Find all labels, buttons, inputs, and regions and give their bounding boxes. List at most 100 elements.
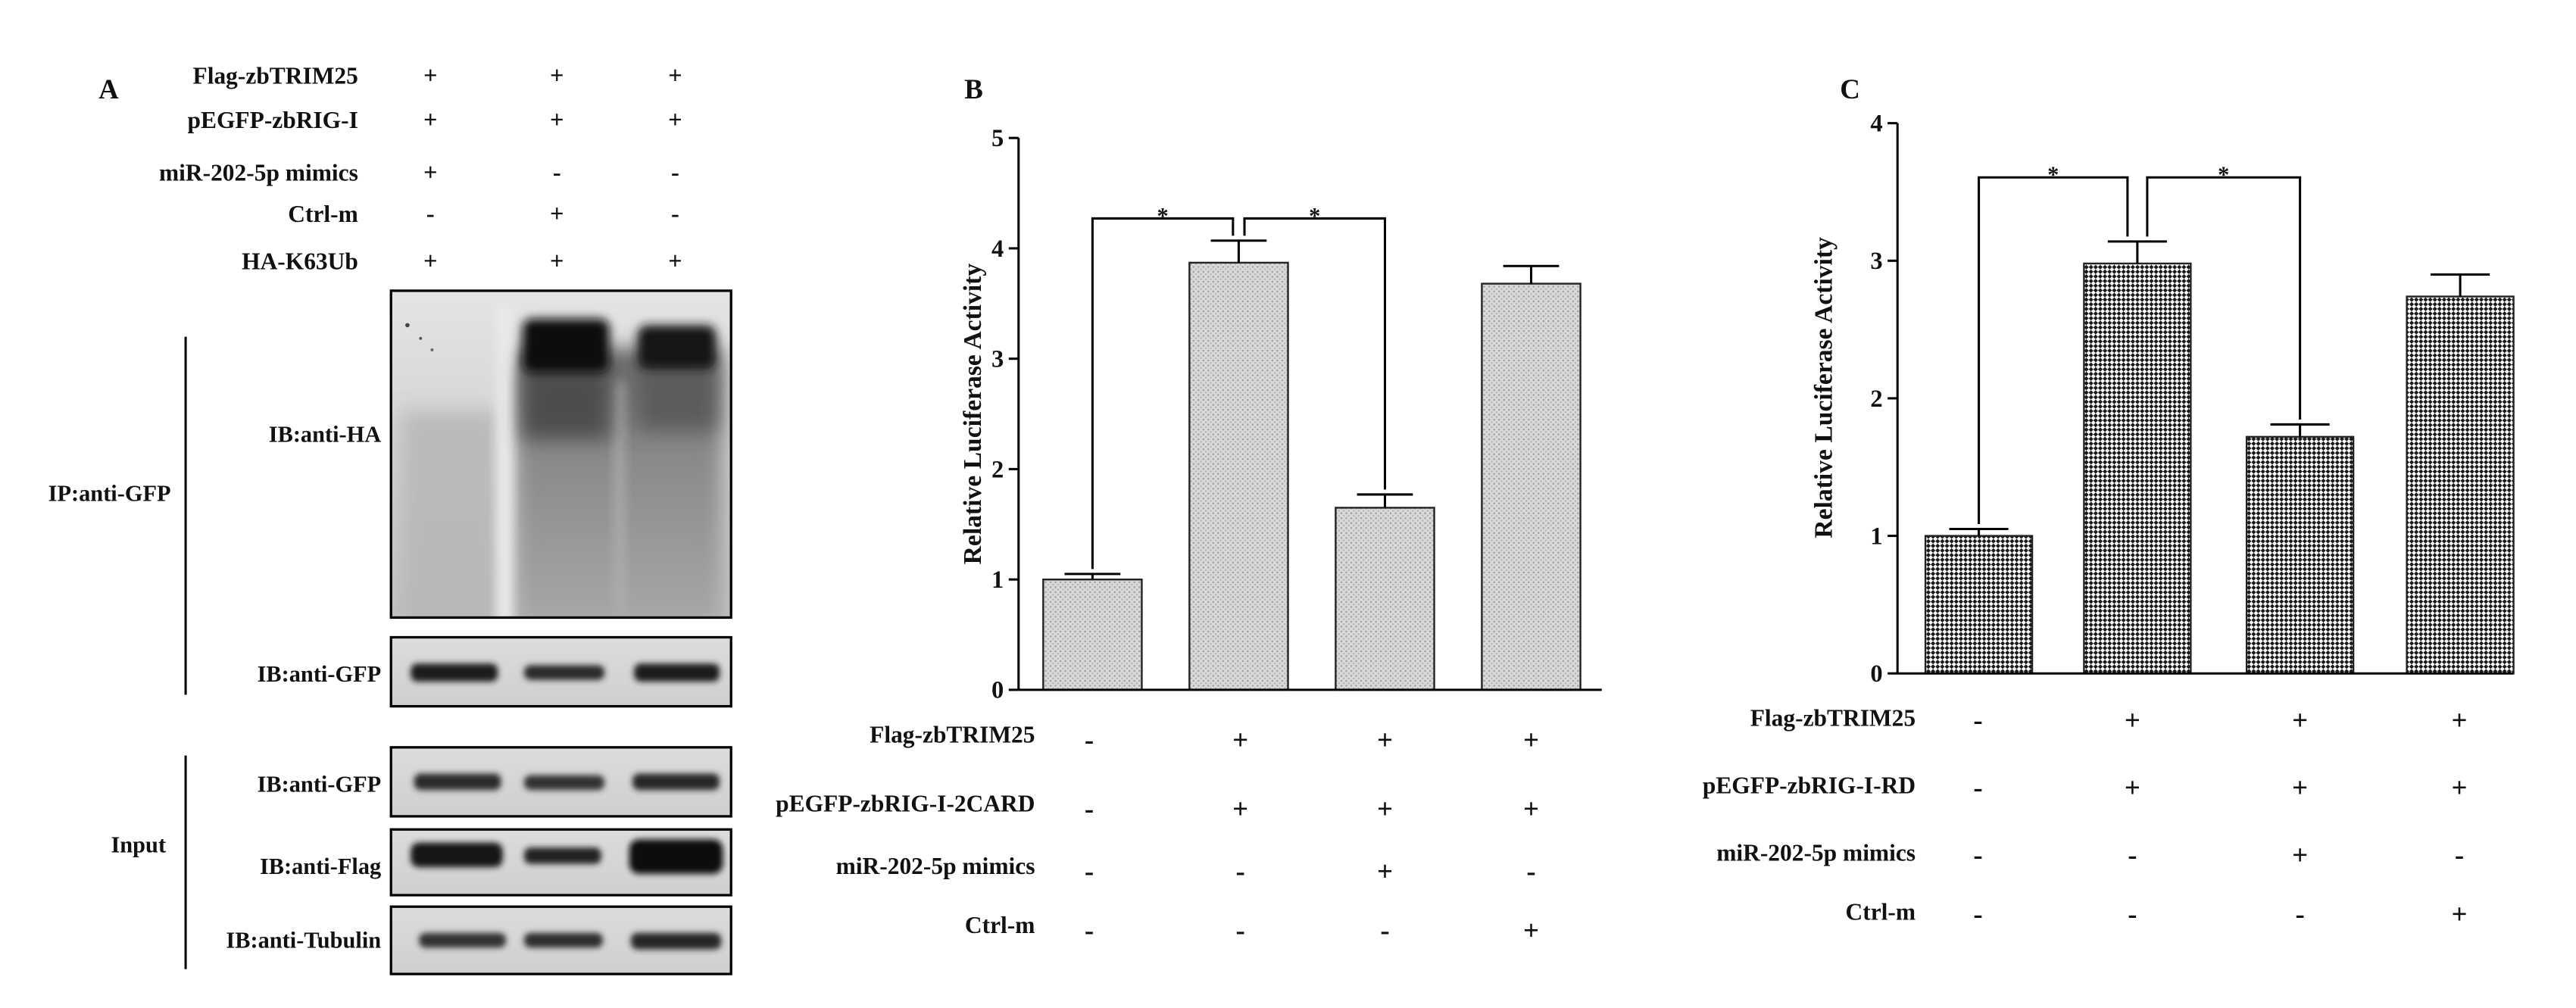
blot-lane-gap [613,381,626,611]
condition-sign-plus: + [2125,704,2140,735]
panel-c: C 0 1 2 3 4 Relative Luciferase Activity * * Fl… [1703,73,2515,929]
condition-sign-plus: + [2451,704,2467,735]
bar-chart: 0 1 2 3 4 Relative Luciferase Activity * * [1809,111,2515,688]
condition-sign-minus: - [426,201,435,228]
input-group-label: Input [111,832,166,858]
blot-band [632,773,720,791]
bar [2245,435,2355,675]
condition-sign-minus: - [2455,839,2464,870]
condition-sign-minus: - [1085,724,1094,755]
condition-sign-plus: + [2451,898,2467,929]
condition-sign-plus: + [2292,704,2308,735]
blot-band [522,318,610,373]
condition-sign-plus: + [423,160,438,187]
condition-label: Flag-zbTRIM25 [193,63,358,89]
condition-sign-plus: + [2125,772,2140,803]
condition-sign-plus: + [1523,793,1539,824]
condition-sign-minus: - [1235,915,1244,946]
blot-label: IB:anti-Flag [260,854,381,879]
blot-ip-anti-gfp [389,635,732,708]
condition-sign-minus: - [1085,855,1094,886]
condition-sign-plus: + [1377,724,1393,755]
condition-sign-minus: - [671,201,679,228]
significance-bracket [1243,217,1386,490]
condition-sign-minus: - [1973,898,1982,929]
condition-label: Ctrl-m [1846,899,1916,925]
condition-sign-minus: - [1085,915,1094,946]
bar-chart: 0 1 2 3 4 5 Relative Luciferase Activity * * [959,125,1602,704]
ip-group-label: IP:anti-GFP [48,480,171,506]
condition-sign-minus: - [1973,704,1982,735]
significance-star: * [1309,203,1320,229]
condition-sign-plus: + [1377,793,1393,824]
blot-smear [637,364,717,431]
condition-sign-minus: - [2295,898,2304,929]
significance-star: * [1157,203,1169,229]
y-tick-label: 0 [991,677,1004,704]
blot-input-anti-gfp [389,746,732,818]
y-tick-label: 5 [991,125,1004,152]
panel-label: B [964,73,983,105]
condition-sign-minus: - [1973,839,1982,870]
condition-sign-plus: + [550,107,564,134]
blot-band [419,932,507,948]
condition-label: miR-202-5p mimics [836,853,1035,879]
condition-label: Ctrl-m [288,201,358,227]
condition-sign-plus: + [1523,915,1539,946]
blot-frame [389,905,732,975]
significance-bracket [1978,176,2129,524]
y-tick-label: 3 [991,346,1004,373]
y-tick-label: 4 [1870,111,1882,138]
condition-sign-minus: - [1085,793,1094,824]
y-axis-label: Relative Luciferase Activity [1809,237,1838,538]
condition-table: Flag-zbTRIM25 - + + + pEGFP-zbRIG-I-RD - + + + miR… [1703,704,2468,929]
condition-table: Flag-zbTRIM25 + + + pEGFP-zbRIG-I + + + miR-202-… [159,63,682,276]
condition-sign-plus: + [423,248,438,276]
blot-band [414,773,501,791]
blot-speck [430,348,434,351]
blot-frame [389,289,732,619]
condition-sign-plus: + [1377,855,1393,886]
condition-sign-plus: + [550,201,564,228]
condition-sign-plus: + [2292,772,2308,803]
blot-band [523,775,605,791]
y-tick-label: 2 [1870,385,1882,413]
significance-bracket [1091,217,1235,570]
condition-sign-plus: + [1232,793,1248,824]
y-tick-label: 2 [991,456,1004,483]
blot-input-anti-tubulin [389,905,732,975]
blot-band [637,325,717,370]
blot-frame [389,635,732,708]
y-tick-label: 4 [991,236,1004,263]
blot-frame [389,828,732,897]
panel-label: C [1840,73,1860,105]
blot-speck [405,323,410,328]
condition-label: miR-202-5p mimics [159,160,358,186]
panel-label: A [98,73,119,105]
condition-label: pEGFP-zbRIG-I-RD [1703,772,1916,799]
condition-sign-minus: - [1973,772,1982,803]
y-tick-label: 1 [991,566,1004,594]
condition-label: pEGFP-zbRIG-I [188,107,358,133]
blot-speck [419,336,423,340]
blot-label: IB:anti-HA [269,421,382,447]
blot-label: IB:anti-GFP [258,661,382,687]
blot-band [630,932,722,950]
bar [2083,262,2192,675]
condition-sign-plus: + [550,63,564,90]
condition-sign-plus: + [668,63,682,90]
bar [1042,578,1143,691]
bar [1481,282,1582,691]
bar [1335,507,1435,691]
condition-label: Flag-zbTRIM25 [1750,705,1916,732]
condition-sign-minus: - [1380,915,1389,946]
condition-sign-minus: - [2128,898,2137,929]
blot-band [411,842,503,868]
y-tick-label: 3 [1870,248,1882,275]
y-axis-label: Relative Luciferase Activity [959,264,987,565]
condition-sign-plus: + [668,107,682,134]
blot-band [523,932,604,948]
condition-label: Flag-zbTRIM25 [870,721,1035,747]
condition-label: Ctrl-m [965,912,1035,938]
